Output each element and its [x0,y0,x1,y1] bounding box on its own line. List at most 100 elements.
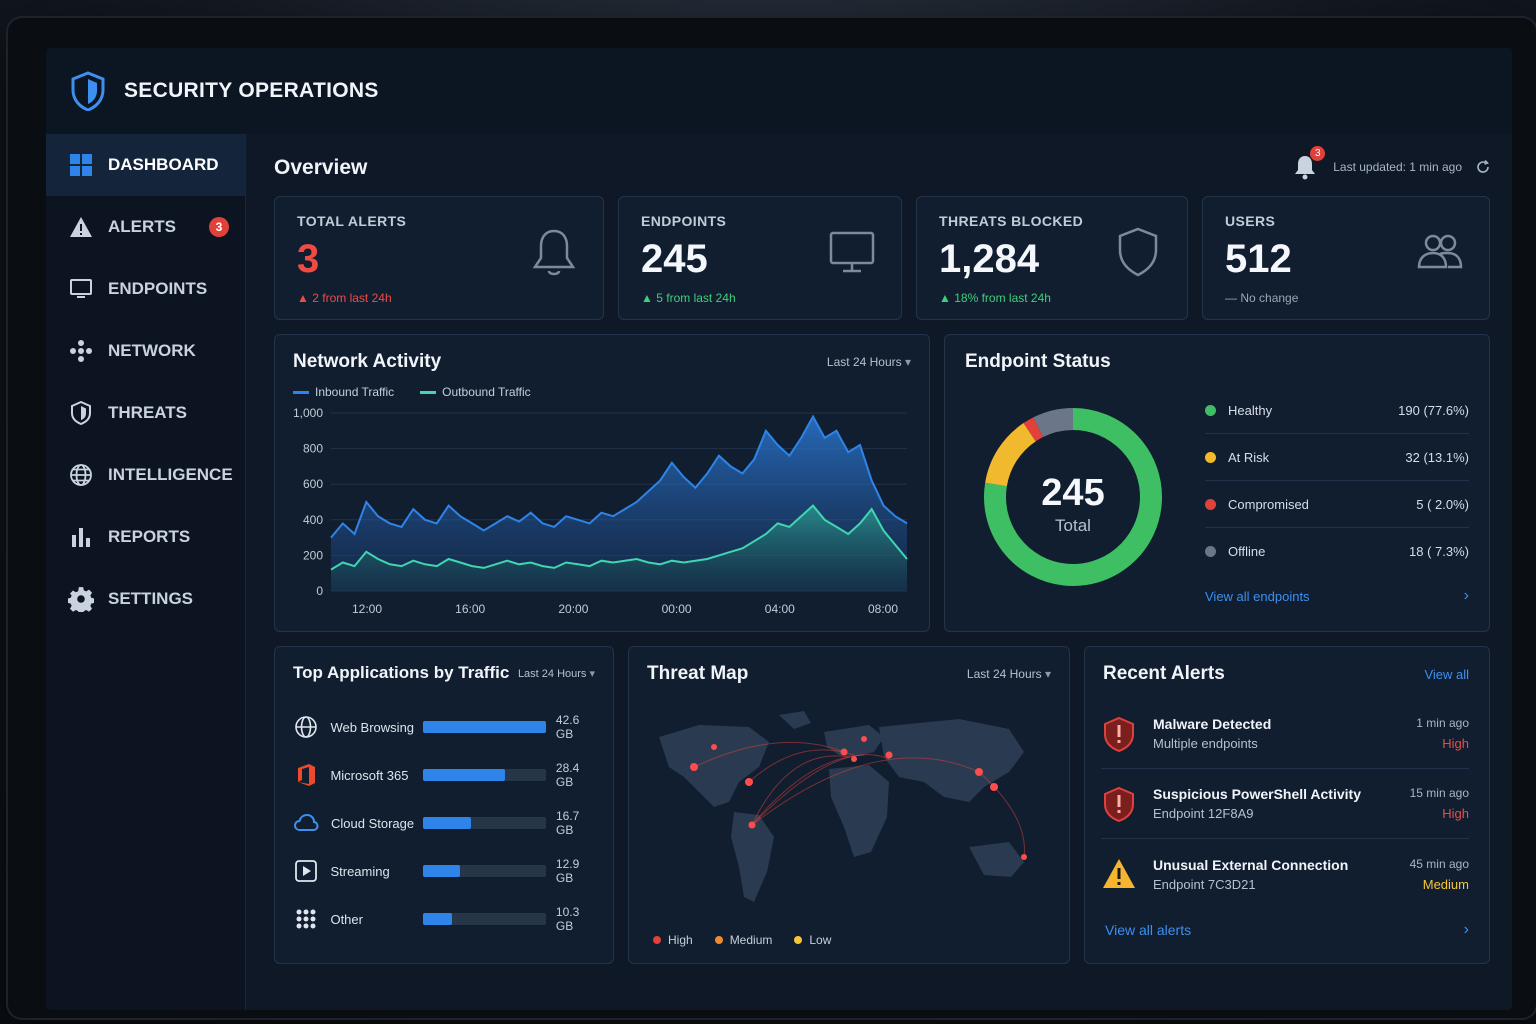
warning-triangle-icon [1103,859,1135,888]
header-actions: 3 Last updated: 1 min ago [1293,146,1490,180]
kpi-total-alerts[interactable]: TOTAL ALERTS 3 ▲ 2 from last 24h [274,196,604,320]
alert-item[interactable]: Malware Detected Multiple endpoints 1 mi… [1101,699,1469,769]
app-traffic-row[interactable]: Other 10.3 GB [293,895,599,943]
time-range-dropdown[interactable]: Last 24 Hours [518,667,595,680]
alert-item[interactable]: Unusual External Connection Endpoint 7C3… [1101,839,1469,909]
sidebar-item-alerts[interactable]: ALERTS 3 [46,196,245,258]
legend-item-low: Low [794,933,831,947]
x-tick-label: 20:00 [558,602,588,616]
app-header: SECURITY OPERATIONS [46,48,1512,134]
donut-slice-at-risk[interactable] [985,423,1037,487]
shield-icon [1118,227,1158,277]
card-title: Endpoint Status [965,351,1111,372]
y-tick-label: 400 [303,513,323,527]
alert-item[interactable]: Suspicious PowerShell Activity Endpoint … [1101,769,1469,839]
users-icon [1417,234,1463,269]
status-dot [1205,451,1216,463]
status-dot [1205,404,1216,416]
legend-item-medium: Medium [714,933,772,947]
sidebar-item-threats[interactable]: THREATS [46,382,245,444]
alert-meta: 15 min ago High [1410,786,1469,821]
refresh-icon[interactable] [1476,160,1490,174]
x-tick-label: 12:00 [352,602,382,616]
sidebar-item-label: ENDPOINTS [108,279,208,298]
traffic-bar [422,721,546,733]
kpi-label: ENDPOINTS [641,213,727,229]
alert-title: Unusual External Connection [1153,856,1349,873]
status-label: Offline [1228,544,1266,559]
grid-icon [68,152,94,178]
app-traffic-size: 28.4 GB [555,761,580,789]
kpi-endpoints[interactable]: ENDPOINTS 245 ▲ 5 from last 24h [618,196,902,320]
donut-slice-healthy[interactable] [984,408,1162,586]
alert-time: 1 min ago [1416,716,1469,730]
status-dot [1205,546,1216,557]
traffic-bar [422,817,546,829]
view-all-button[interactable]: View all [1424,667,1469,682]
traffic-bar [422,865,546,877]
sidebar-item-settings[interactable]: SETTINGS [46,568,245,630]
card-title: Recent Alerts [1103,663,1225,684]
endpoint-status-row[interactable]: At Risk 32 (13.1%) [1205,434,1469,481]
network-activity-chart[interactable]: 0 200 400 600 800 1,000 12:00 16:00 20:00 00:00 0… [283,405,923,627]
sidebar-item-dashboard[interactable]: DASHBOARD [46,134,245,196]
threat-points [690,736,1027,860]
app-traffic-row[interactable]: Microsoft 365 28.4 GB [293,751,599,799]
network-icon [68,338,94,364]
series-area-outbound [331,505,907,591]
alert-subtitle: Multiple endpoints [1153,736,1258,751]
app-name: Microsoft 365 [330,767,409,783]
series-line-inbound [330,414,908,539]
chevron-right-icon: › [1463,587,1469,604]
status-value: 32 (13.1%) [1405,449,1469,465]
time-range-dropdown[interactable]: Last 24 Hours [967,667,1051,681]
endpoint-status-donut[interactable]: 245 Total [973,397,1173,597]
app-traffic-row[interactable]: Web Browsing 42.6 GB [293,703,599,751]
traffic-bar [422,769,546,781]
kpi-delta: ▲ 2 from last 24h [297,291,392,305]
alert-meta: 45 min ago Medium [1410,857,1469,892]
endpoint-status-row[interactable]: Offline 18 ( 7.3%) [1205,528,1469,575]
warning-icon [68,214,94,240]
sidebar-item-endpoints[interactable]: ENDPOINTS [46,258,245,320]
view-all-alerts-link[interactable]: View all alerts › [1105,921,1469,939]
globe-icon [68,462,94,488]
kpi-value: 512 [1225,237,1292,281]
legend-label: Inbound Traffic [315,385,395,399]
shield-icon [68,400,94,426]
sidebar: DASHBOARD ALERTS 3 ENDPOINTS NETWORK T [46,134,246,1010]
donut-total-label: Total [1055,516,1091,535]
severity-badge: Medium [1422,876,1469,892]
sidebar-item-intelligence[interactable]: INTELLIGENCE [46,444,245,506]
alerts-count-badge: 3 [209,217,229,237]
alert-title: Suspicious PowerShell Activity [1153,786,1361,802]
app-name: Web Browsing [330,719,415,735]
kpi-delta-text: from last 24h [322,291,392,305]
kpi-threats-blocked[interactable]: THREATS BLOCKED 1,284 ▲ 18% from last 24… [916,196,1188,320]
kpi-label: THREATS BLOCKED [939,213,1084,229]
donut-slice-offline[interactable] [1033,408,1074,438]
app-traffic-size: 42.6 GB [555,713,580,741]
app-traffic-row[interactable]: Cloud Storage 16.7 GB [293,799,599,847]
alert-subtitle: Endpoint 7C3D21 [1153,876,1256,892]
kpi-users[interactable]: USERS 512 — No change [1202,196,1490,320]
status-value: 18 ( 7.3%) [1409,544,1469,559]
sidebar-item-network[interactable]: NETWORK [46,320,245,382]
sidebar-item-reports[interactable]: REPORTS [46,506,245,568]
traffic-bar-fill [422,913,453,925]
time-range-dropdown[interactable]: Last 24 Hours [827,355,911,369]
app-screen: SECURITY OPERATIONS DASHBOARD ALERTS 3 E… [46,48,1512,1010]
app-traffic-row[interactable]: Streaming 12.9 GB [293,847,599,895]
traffic-bar-fill [422,721,546,733]
cloud-icon [293,810,319,836]
y-tick-label: 200 [303,548,323,562]
office-icon [293,762,318,788]
alert-text: Suspicious PowerShell Activity Endpoint … [1153,786,1361,821]
view-all-endpoints-link[interactable]: View all endpoints › [1205,587,1469,605]
x-tick-label: 00:00 [662,602,692,616]
world-map[interactable] [639,697,1059,927]
donut-slice-compromised[interactable] [1023,417,1044,442]
endpoint-status-row[interactable]: Healthy 190 (77.6%) [1205,387,1469,434]
endpoint-status-row[interactable]: Compromised 5 ( 2.0%) [1205,481,1469,528]
notifications-button[interactable]: 3 [1293,146,1326,180]
